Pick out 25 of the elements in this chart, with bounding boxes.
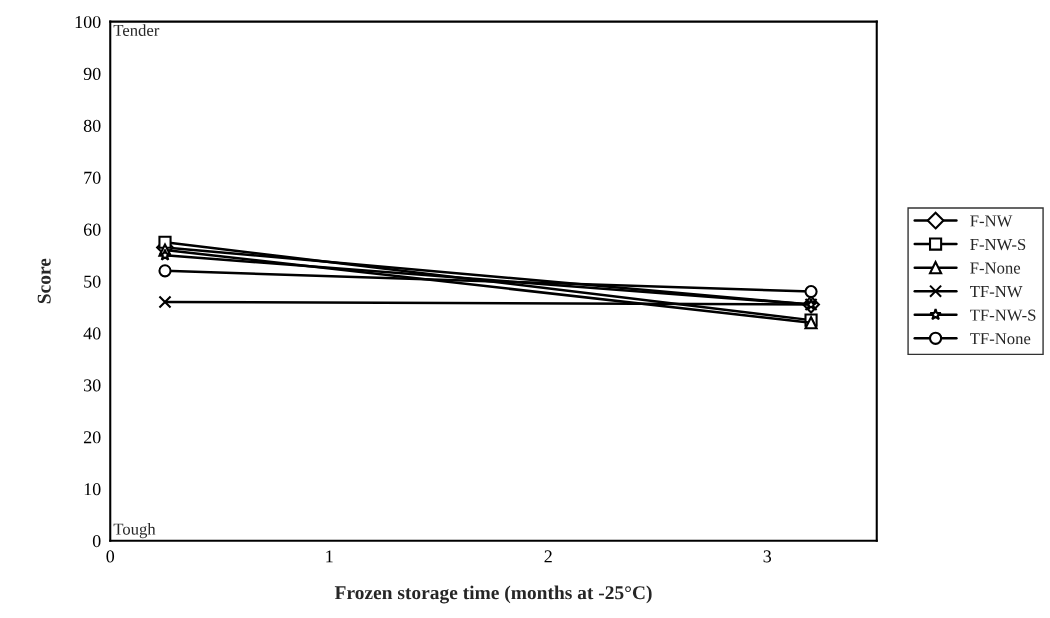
y-tick-label: 20 (83, 431, 101, 444)
y-tick-label: 60 (83, 223, 101, 236)
y-tick-label: 70 (84, 171, 101, 184)
legend-label: TF-NW-S (970, 309, 1036, 321)
y-tick-label: 40 (83, 327, 101, 340)
y-tick-label: 100 (75, 15, 101, 29)
annotation: Tender (113, 24, 160, 36)
legend-label: F-NW-S (970, 238, 1026, 251)
legend-label: F-NW (970, 215, 1013, 227)
legend-label: F-None (970, 262, 1021, 274)
x-tick-label: 3 (763, 550, 772, 563)
x-tick-label: 0 (106, 550, 115, 563)
legend-label: TF-None (970, 333, 1031, 345)
y-tick-label: 0 (92, 535, 101, 548)
y-tick-label: 10 (84, 483, 101, 496)
y-tick-label: 50 (84, 275, 101, 288)
y-axis-title: Score (37, 258, 51, 304)
legend-label: TF-NW (970, 286, 1023, 298)
y-tick-label: 80 (83, 119, 101, 132)
x-tick-label: 1 (326, 550, 333, 563)
annotation: Tough (113, 522, 156, 539)
y-tick-label: 30 (84, 379, 101, 392)
x-axis-title: Frozen storage time (months at -25°C) (334, 585, 652, 604)
x-tick-label: 2 (544, 550, 552, 563)
y-tick-label: 90 (83, 67, 101, 80)
